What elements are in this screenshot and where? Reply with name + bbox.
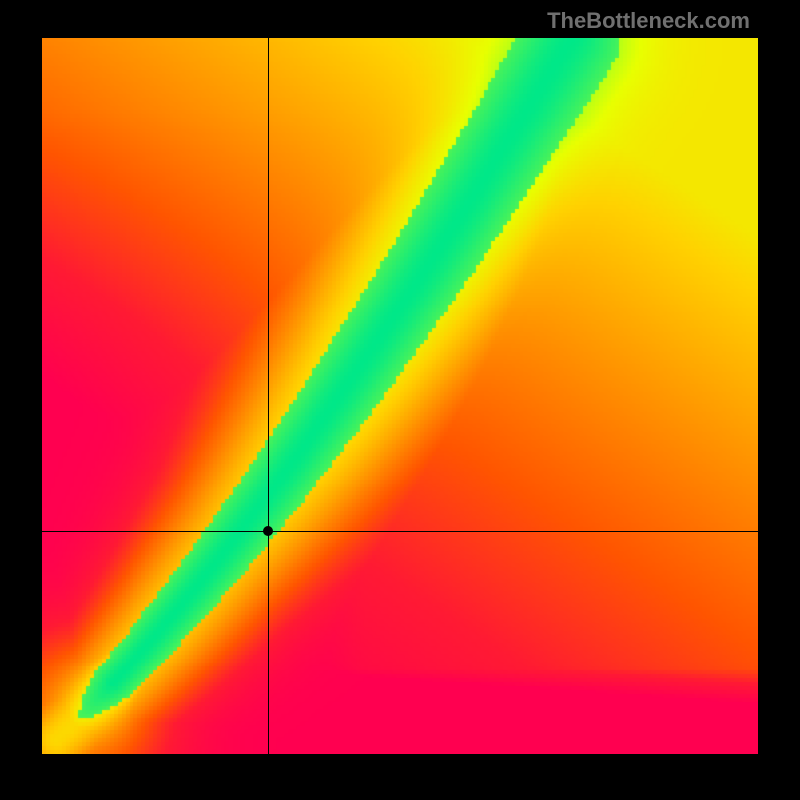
heatmap-canvas [42,38,758,754]
watermark-text: TheBottleneck.com [547,8,750,34]
heatmap-plot [42,38,758,754]
